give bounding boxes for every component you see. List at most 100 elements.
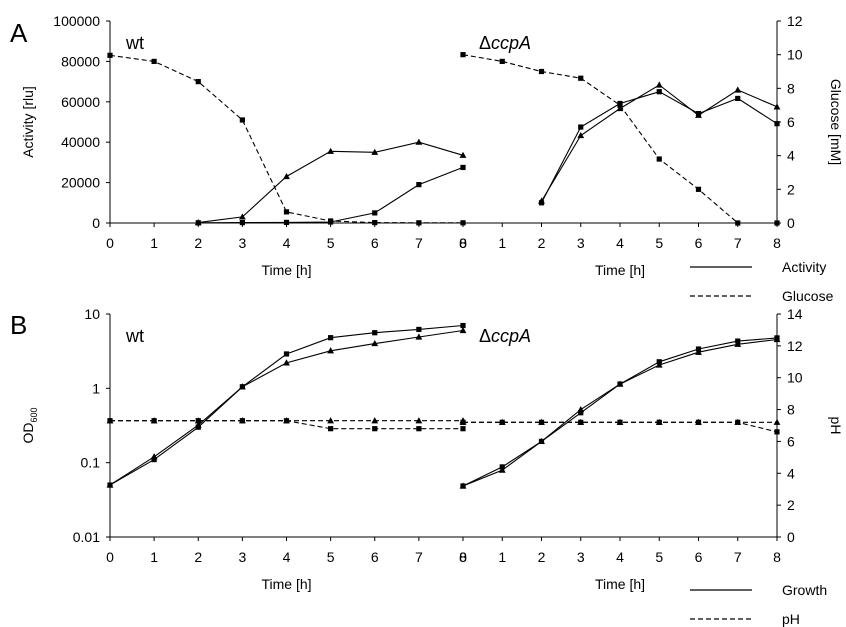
series-line-1 bbox=[541, 91, 778, 204]
x-tick-label: 8 bbox=[459, 549, 467, 565]
series-line-1 bbox=[462, 338, 778, 487]
x-tick-label: 1 bbox=[150, 549, 158, 565]
data-point-square bbox=[656, 156, 662, 162]
data-point-triangle bbox=[616, 380, 624, 387]
data-point-square bbox=[416, 426, 422, 432]
data-point-square bbox=[617, 102, 623, 108]
data-point-triangle bbox=[459, 151, 467, 158]
y-tick-label: 1 bbox=[92, 380, 100, 396]
data-point-square bbox=[735, 220, 741, 226]
series-line-2 bbox=[462, 54, 777, 224]
y2-tick-label: 0 bbox=[787, 215, 795, 231]
data-point-square bbox=[239, 219, 245, 226]
x-axis-label: Time [h] bbox=[261, 262, 311, 278]
data-point-square bbox=[372, 426, 378, 432]
x-tick-label: 1 bbox=[498, 549, 506, 565]
data-point-triangle bbox=[734, 340, 742, 347]
subplot-title-main: Δ bbox=[479, 326, 491, 346]
data-point-square bbox=[195, 220, 201, 226]
subplot-title: wt bbox=[125, 326, 144, 346]
x-tick-label: 3 bbox=[238, 235, 246, 251]
y2-tick-label: 4 bbox=[787, 148, 795, 164]
data-point-square bbox=[656, 419, 662, 425]
panel-label-b: B bbox=[10, 310, 27, 340]
data-point-square bbox=[151, 456, 157, 463]
data-point-square bbox=[328, 335, 334, 341]
data-point-triangle bbox=[371, 148, 379, 155]
data-point-triangle bbox=[538, 437, 545, 445]
x-tick-label: 2 bbox=[538, 549, 546, 565]
x-axis-label: Time [h] bbox=[595, 262, 645, 278]
subplot-title-italic: ccpA bbox=[491, 326, 531, 346]
x-tick-label: 0 bbox=[459, 549, 467, 565]
data-point-triangle bbox=[415, 417, 423, 424]
legend-label-activity: Activity bbox=[782, 259, 826, 275]
x-tick-label: 1 bbox=[150, 235, 158, 251]
data-point-square bbox=[195, 418, 201, 424]
chart-A-wt: 0 1 2 3 4 5 6 7 8 Time [h] 0 20000 40000 60000 80000 10… bbox=[20, 13, 467, 278]
data-point-square bbox=[239, 418, 245, 424]
data-point-square bbox=[372, 210, 378, 216]
data-point-square bbox=[656, 89, 662, 95]
data-point-square bbox=[107, 418, 113, 424]
y2-tick-label: 0 bbox=[787, 529, 795, 545]
data-point-square bbox=[416, 326, 422, 333]
y-tick-label: 40000 bbox=[61, 134, 100, 150]
data-point-triangle bbox=[616, 104, 624, 112]
y-tick-label: 10 bbox=[84, 306, 100, 322]
data-point-triangle bbox=[734, 86, 742, 93]
data-point-square bbox=[578, 124, 584, 130]
data-point-triangle bbox=[773, 418, 781, 425]
data-point-square bbox=[107, 52, 113, 58]
data-point-square bbox=[538, 68, 545, 75]
subplot-title-main: Δ bbox=[479, 33, 491, 53]
legend-label-growth: Growth bbox=[782, 582, 827, 598]
data-point-triangle bbox=[106, 481, 114, 488]
data-point-square bbox=[695, 186, 702, 192]
data-point-square bbox=[578, 410, 584, 416]
y-axis-label: Activity [rlu] bbox=[20, 86, 36, 158]
subplot-title: wt bbox=[125, 33, 144, 53]
y2-tick-label: 2 bbox=[787, 181, 795, 197]
data-point-triangle bbox=[655, 81, 663, 88]
y2-tick-label: 10 bbox=[787, 47, 803, 63]
x-tick-label: 2 bbox=[538, 235, 546, 251]
data-point-triangle bbox=[459, 482, 467, 489]
x-tick-label: 6 bbox=[695, 235, 703, 251]
data-point-triangle bbox=[415, 138, 423, 145]
data-point-triangle bbox=[238, 213, 246, 220]
y-tick-label: 0.01 bbox=[73, 529, 100, 545]
data-point-square bbox=[460, 164, 466, 171]
x-tick-label: 8 bbox=[773, 235, 781, 251]
data-point-square bbox=[538, 200, 545, 206]
x-tick-label: 4 bbox=[616, 235, 624, 251]
data-point-triangle bbox=[327, 347, 335, 354]
series-line-0 bbox=[109, 324, 464, 486]
data-point-square bbox=[460, 426, 466, 432]
data-point-square bbox=[283, 219, 290, 225]
subplot-title: ΔccpA bbox=[479, 33, 531, 53]
series-line-1 bbox=[198, 166, 464, 224]
data-point-triangle bbox=[327, 147, 335, 154]
data-point-square bbox=[151, 58, 157, 64]
data-point-square bbox=[499, 58, 505, 64]
data-point-square bbox=[239, 117, 245, 123]
data-point-square bbox=[578, 75, 584, 81]
data-point-square bbox=[460, 322, 466, 329]
series-line-2 bbox=[109, 54, 463, 224]
data-point-square bbox=[735, 419, 741, 425]
y2-tick-label: 10 bbox=[787, 370, 803, 386]
y2-tick-label: 4 bbox=[787, 465, 795, 481]
data-point-square bbox=[151, 418, 157, 424]
x-tick-label: 8 bbox=[773, 549, 781, 565]
data-point-triangle bbox=[194, 421, 202, 428]
x-tick-label: 7 bbox=[734, 235, 742, 251]
data-point-triangle bbox=[577, 405, 585, 413]
chart-B-wt: 0 1 2 3 4 5 6 7 8 Time [h] 0.01 0.1 1 10 OD600 wt bbox=[20, 306, 467, 592]
y2-tick-label: 12 bbox=[787, 338, 803, 354]
x-tick-label: 6 bbox=[371, 549, 379, 565]
data-point-triangle bbox=[773, 335, 781, 343]
